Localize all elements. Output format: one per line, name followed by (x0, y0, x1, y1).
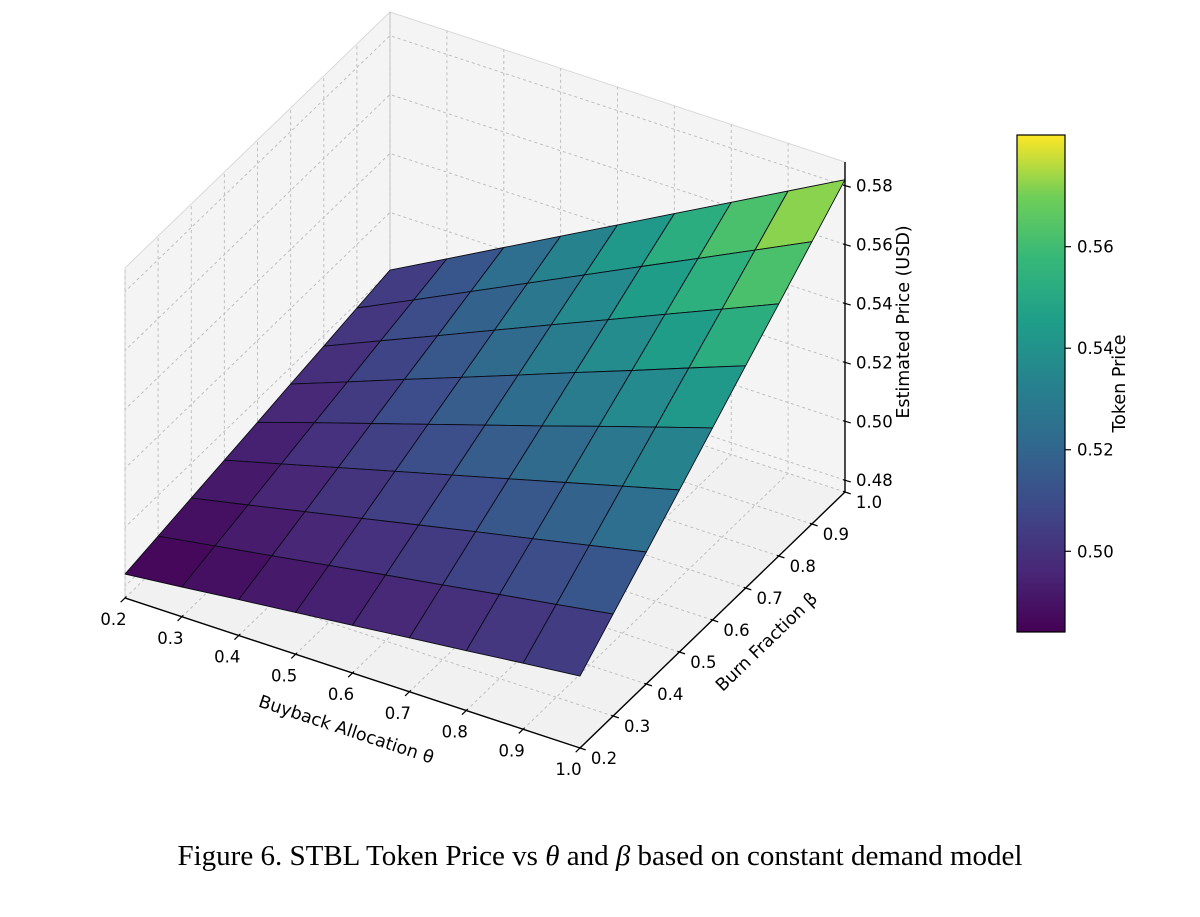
y-tick-label: 0.2 (591, 749, 617, 768)
colorbar-gradient (1016, 134, 1066, 633)
x-tick-label: 0.9 (498, 741, 524, 760)
x-tick-label: 0.4 (214, 648, 240, 667)
z-tick-label: 0.58 (856, 177, 893, 196)
x-tick-label: 0.7 (385, 704, 411, 723)
colorbar-title: Token Price (1110, 334, 1130, 433)
x-tick-label: 0.8 (442, 723, 468, 742)
z-tick-label: 0.52 (856, 353, 893, 372)
z-axis-title: Estimated Price (USD) (894, 225, 914, 418)
z-axis-label: Estimated Price (USD) (894, 225, 914, 418)
x-tick-label: 1.0 (555, 760, 581, 779)
y-tick-label: 0.6 (723, 621, 749, 640)
y-axis-ticks: 0.2 0.3 0.4 0.5 0.6 0.7 0.8 0.9 1.0 (577, 490, 882, 768)
x-tick-label: 0.3 (157, 629, 183, 648)
surface-plot-svg: 0.20.30.40.50.60.70.80.91.00.20.30.40.50… (100, 11, 1130, 779)
x-tick-label: 0.6 (328, 685, 354, 704)
surface-mesh (124, 179, 846, 677)
z-tick-label: 0.54 (856, 294, 893, 313)
z-tick-label: 0.48 (856, 471, 893, 490)
z-axis-ticks: 0.48 0.50 0.52 0.54 0.56 0.58 (842, 177, 893, 490)
caption-suffix: based on constant demand model (630, 840, 1023, 872)
colorbar-tick-label: 0.50 (1077, 542, 1114, 561)
colorbar-tick-label: 0.52 (1077, 441, 1114, 460)
y-tick-label: 0.4 (657, 685, 683, 704)
y-tick-label: 0.3 (624, 717, 650, 736)
colorbar-tick-label: 0.54 (1077, 339, 1114, 358)
y-tick-label: 1.0 (856, 493, 882, 512)
y-tick-label: 0.8 (790, 557, 816, 576)
x-tick-label: 0.2 (100, 610, 126, 629)
figure-caption: Figure 6. STBL Token Price vs θ and β ba… (0, 840, 1200, 873)
z-tick-label: 0.56 (856, 236, 893, 255)
x-axis-ticks: 0.2 0.3 0.4 0.5 0.6 0.7 0.8 0.9 1.0 (100, 596, 582, 779)
x-tick-label: 0.5 (271, 666, 297, 685)
z-tick-label: 0.50 (856, 412, 893, 431)
colorbar: 0.50 0.52 0.54 0.56 Token Price (1016, 134, 1130, 633)
colorbar-tick-label: 0.56 (1077, 238, 1114, 257)
caption-theta-symbol: θ (545, 840, 560, 872)
caption-prefix: Figure 6. STBL Token Price vs (177, 840, 546, 872)
y-tick-label: 0.9 (823, 525, 849, 544)
y-tick-label: 0.5 (690, 653, 716, 672)
y-tick-label: 0.7 (757, 589, 783, 608)
caption-mid: and (559, 840, 616, 872)
caption-beta-symbol: β (615, 840, 631, 872)
